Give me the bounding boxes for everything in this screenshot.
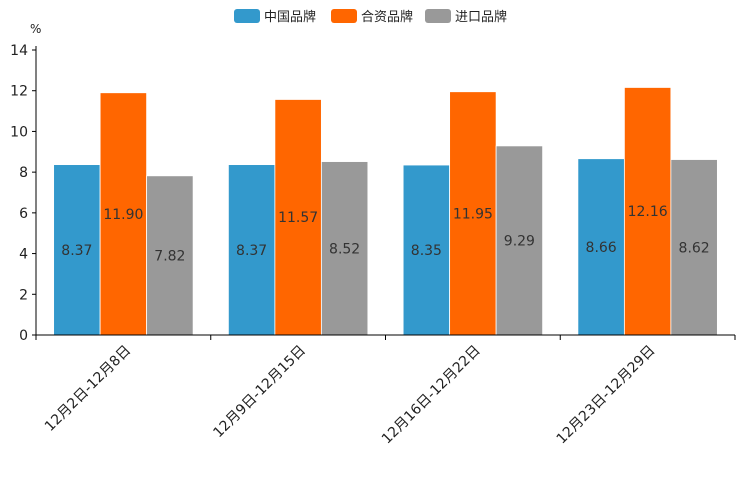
bar-value-label: 11.95 <box>453 206 493 222</box>
bar <box>670 159 718 336</box>
bar-value-label: 8.37 <box>61 243 92 259</box>
y-tick-label: 6 <box>19 206 28 222</box>
bar-value-label: 7.82 <box>154 248 185 264</box>
bar <box>449 91 497 336</box>
x-category-label: 12月23日-12月29日 <box>554 343 659 448</box>
x-axis: 12月2日-12月8日 12月9日-12月15日 12月16日-12月22日 12月2… <box>35 334 736 448</box>
bar-value-label: 9.29 <box>504 233 535 249</box>
y-axis: 0 2 4 6 8 10 12 14 <box>10 43 37 344</box>
y-tick-label: 14 <box>10 43 28 59</box>
x-category-label: 12月16日-12月22日 <box>379 343 484 448</box>
y-tick-label: 8 <box>19 165 28 181</box>
bar-value-label: 8.66 <box>586 240 617 256</box>
bar-value-label: 11.90 <box>103 207 143 223</box>
bar-value-label: 8.35 <box>411 243 442 259</box>
legend-label: 中国品牌 <box>264 9 316 25</box>
y-tick-label: 4 <box>19 247 28 263</box>
bar <box>623 87 672 336</box>
bar <box>495 145 544 336</box>
legend: 中国品牌 合资品牌 进口品牌 <box>234 9 507 25</box>
y-tick-label: 12 <box>10 84 28 100</box>
bar-value-label: 12.16 <box>628 204 668 220</box>
legend-swatch <box>331 9 357 23</box>
bar-value-label: 8.37 <box>236 243 267 259</box>
legend-label: 进口品牌 <box>455 9 507 25</box>
bar <box>320 161 369 336</box>
bar <box>577 158 625 336</box>
y-tick-label: 2 <box>19 287 28 303</box>
legend-label: 合资品牌 <box>361 9 413 25</box>
bar-value-label: 8.52 <box>329 241 360 257</box>
y-axis-unit-label: % <box>30 22 41 36</box>
bars: 8.37 11.90 7.82 8.37 11.57 8.52 8.35 11.95 9.29 8… <box>53 87 718 336</box>
y-tick-label: 10 <box>10 124 28 140</box>
x-category-label: 12月2日-12月8日 <box>42 343 134 435</box>
bar-value-label: 8.62 <box>679 240 710 256</box>
y-tick-label: 0 <box>19 328 28 344</box>
bar-value-label: 11.57 <box>278 210 318 226</box>
legend-swatch <box>425 9 451 23</box>
x-category-label: 12月9日-12月15日 <box>210 343 309 442</box>
legend-swatch <box>234 9 260 23</box>
bar <box>402 164 451 336</box>
